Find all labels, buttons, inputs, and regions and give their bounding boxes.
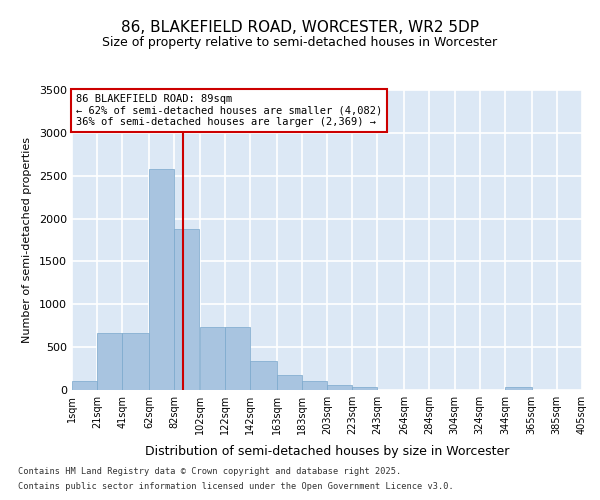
Bar <box>505 388 532 390</box>
Text: 86, BLAKEFIELD ROAD, WORCESTER, WR2 5DP: 86, BLAKEFIELD ROAD, WORCESTER, WR2 5DP <box>121 20 479 35</box>
Bar <box>199 328 225 390</box>
Text: Contains public sector information licensed under the Open Government Licence v3: Contains public sector information licen… <box>18 482 454 491</box>
Bar <box>72 382 97 390</box>
Text: Contains HM Land Registry data © Crown copyright and database right 2025.: Contains HM Land Registry data © Crown c… <box>18 467 401 476</box>
Y-axis label: Number of semi-detached properties: Number of semi-detached properties <box>22 137 32 343</box>
X-axis label: Distribution of semi-detached houses by size in Worcester: Distribution of semi-detached houses by … <box>145 446 509 458</box>
Bar <box>302 382 327 390</box>
Bar <box>149 169 174 390</box>
Bar <box>327 385 352 390</box>
Bar <box>352 388 377 390</box>
Bar <box>174 229 199 390</box>
Bar <box>250 361 277 390</box>
Bar <box>97 332 122 390</box>
Bar <box>122 332 149 390</box>
Bar <box>225 328 250 390</box>
Bar <box>277 376 302 390</box>
Text: 86 BLAKEFIELD ROAD: 89sqm
← 62% of semi-detached houses are smaller (4,082)
36% : 86 BLAKEFIELD ROAD: 89sqm ← 62% of semi-… <box>76 94 382 127</box>
Text: Size of property relative to semi-detached houses in Worcester: Size of property relative to semi-detach… <box>103 36 497 49</box>
